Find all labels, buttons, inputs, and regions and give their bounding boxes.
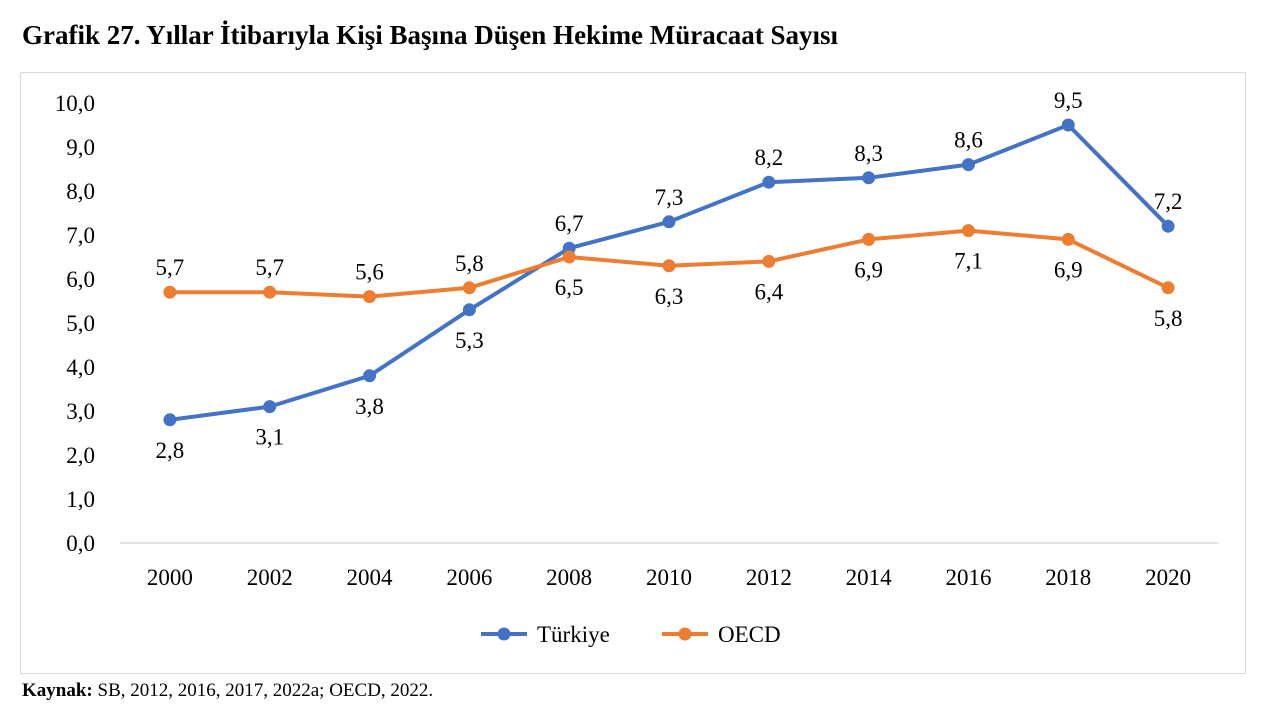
x-tick-label: 2012 [746,565,792,590]
chart-title: Grafik 27. Yıllar İtibarıyla Kişi Başına… [22,20,839,50]
data-point [662,215,676,229]
y-tick-label: 1,0 [66,487,95,512]
y-tick-label: 0,0 [66,531,95,556]
source-note: Kaynak: SB, 2012, 2016, 2017, 2022a; OEC… [22,680,433,702]
data-label: 6,9 [854,257,883,282]
data-point [762,175,776,189]
y-tick-label: 4,0 [66,355,95,380]
data-point [961,224,975,238]
data-point [662,259,676,273]
series-line-turkiye [169,123,1170,422]
x-tick-label: 2018 [1045,565,1091,590]
data-point [263,285,277,299]
data-label: 6,9 [1054,257,1083,282]
x-tick-label: 2006 [446,565,492,590]
x-axis-ticks: 2000 2002 2004 2006 2008 2010 2012 2014 2016 2018… [147,565,1191,590]
data-label: 3,8 [355,394,384,419]
data-label: 6,7 [555,211,584,236]
data-point [862,232,876,246]
y-tick-label: 7,0 [66,223,95,248]
data-label: 6,5 [555,275,584,300]
data-point [363,369,377,383]
data-label: 8,2 [754,145,783,170]
y-tick-label: 8,0 [66,179,95,204]
data-label: 5,7 [255,255,284,280]
x-tick-label: 2004 [347,565,394,590]
chart-frame [20,72,1246,674]
legend-label: OECD [718,622,781,647]
x-tick-label: 2020 [1145,565,1191,590]
data-point [1161,281,1175,295]
data-point [462,303,476,317]
y-axis-ticks: 0,0 1,0 2,0 3,0 4,0 5,0 6,0 7,0 8,0 9,0 10,0 [55,91,95,556]
y-tick-label: 2,0 [66,443,95,468]
data-point [1061,118,1075,132]
data-point [1061,232,1075,246]
legend-item-oecd: OECD [662,622,781,647]
data-point [762,254,776,268]
x-tick-label: 2010 [646,565,692,590]
data-point [163,413,177,427]
data-point [263,400,277,414]
data-labels: 2,8 3,1 3,8 5,3 6,7 7,3 8,2 8,3 8,6 9,5 7,2 5,7 5,7 5… [156,88,1183,463]
source-text: SB, 2012, 2016, 2017, 2022a; OECD, 2022. [92,680,434,701]
data-label: 5,3 [455,328,484,353]
data-point [1161,219,1175,233]
data-label: 7,2 [1154,189,1183,214]
data-label: 8,3 [854,141,883,166]
x-tick-label: 2008 [546,565,592,590]
data-label: 2,8 [156,438,185,463]
y-tick-label: 9,0 [66,135,95,160]
data-label: 7,1 [954,249,983,274]
data-label: 5,7 [156,255,185,280]
data-label: 5,8 [455,251,484,276]
data-point [862,171,876,185]
legend-label: Türkiye [537,622,610,647]
y-tick-label: 6,0 [66,267,95,292]
legend: Türkiye OECD [481,622,781,647]
y-tick-label: 3,0 [66,399,95,424]
data-point [163,285,177,299]
data-label: 3,1 [255,425,284,450]
y-tick-label: 10,0 [55,91,95,116]
data-point [462,281,476,295]
x-tick-label: 2002 [247,565,293,590]
legend-swatch-marker [678,627,692,641]
legend-swatch-marker [497,627,511,641]
data-label: 8,6 [954,128,983,153]
data-label: 6,4 [754,279,783,304]
data-label: 7,3 [655,185,684,210]
y-tick-label: 5,0 [66,311,95,336]
data-label: 9,5 [1054,88,1083,113]
legend-item-turkiye: Türkiye [481,622,610,647]
data-label: 5,6 [355,260,384,285]
data-point [363,290,377,304]
series-layer [163,118,1175,427]
x-tick-label: 2014 [846,565,893,590]
x-tick-label: 2000 [147,565,193,590]
x-tick-label: 2016 [945,565,991,590]
source-label: Kaynak: [22,680,93,701]
data-point [562,250,576,264]
data-label: 5,8 [1154,306,1183,331]
data-label: 6,3 [655,284,684,309]
data-point [961,158,975,172]
